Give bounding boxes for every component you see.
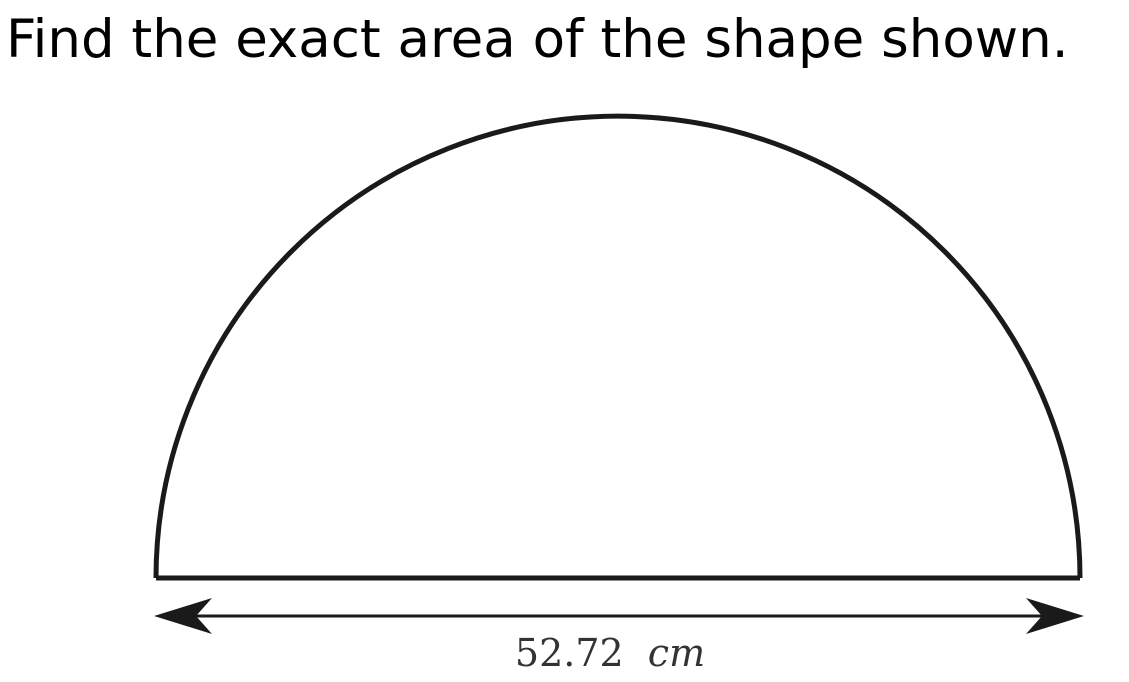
diameter-value: 52.72: [515, 631, 624, 675]
semicircle-shape: [153, 113, 1083, 579]
dimension-arrow: [154, 598, 1084, 634]
question-text: Find the exact area of the shape shown.: [6, 9, 1069, 70]
right-arrowhead: [1026, 598, 1084, 634]
left-arrowhead: [154, 598, 212, 634]
diameter-unit: cm: [648, 631, 705, 675]
diameter-label: 52.72 cm: [515, 631, 705, 675]
